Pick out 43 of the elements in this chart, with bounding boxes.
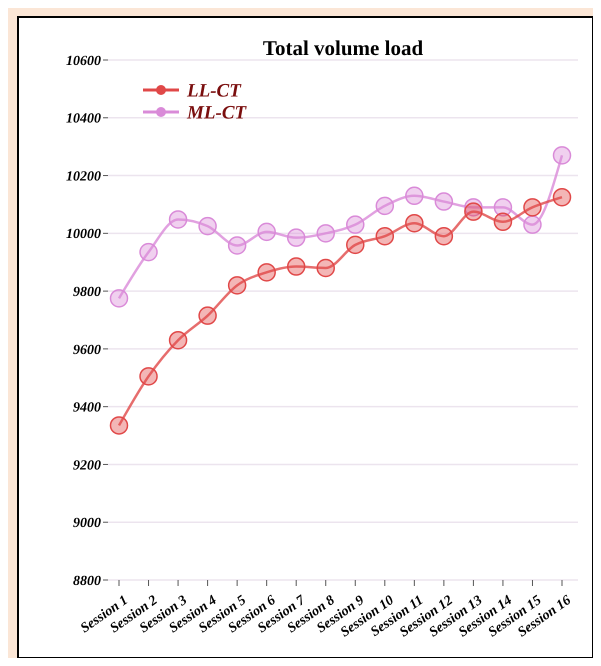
y-tick-label: 9400 — [73, 400, 101, 416]
point — [464, 202, 483, 221]
point — [316, 258, 335, 278]
point — [228, 276, 246, 295]
point — [257, 222, 276, 242]
chart-title: Total volume load — [262, 36, 424, 60]
point — [198, 216, 217, 236]
point — [168, 330, 188, 350]
y-tick-label: 9200 — [73, 458, 101, 474]
point — [552, 188, 572, 206]
point — [376, 226, 394, 246]
point — [198, 306, 217, 325]
point — [552, 146, 572, 165]
point — [523, 198, 542, 217]
point — [168, 210, 188, 229]
y-tick-label: 9800 — [73, 285, 101, 300]
point — [434, 226, 454, 246]
y-tick-label: 10600 — [66, 54, 101, 69]
legend-label: LL-CT — [186, 80, 242, 102]
point — [110, 289, 128, 308]
point — [110, 416, 128, 435]
y-tick-label: 9600 — [73, 342, 101, 358]
y-tick-label: 9000 — [73, 516, 101, 532]
point — [405, 186, 424, 206]
point — [228, 236, 246, 255]
point — [346, 215, 365, 234]
point — [139, 367, 158, 386]
point — [494, 212, 512, 232]
point — [405, 214, 424, 232]
y-tick-label: 10000 — [66, 227, 101, 242]
y-tick-label: 10400 — [66, 112, 101, 127]
point — [139, 242, 158, 262]
y-tick-label: 10200 — [66, 169, 101, 184]
point — [346, 236, 365, 254]
point — [523, 215, 542, 234]
point — [434, 192, 454, 211]
point — [376, 196, 394, 216]
y-tick-label: 8800 — [73, 574, 101, 589]
point — [286, 228, 306, 247]
legend-label: ML-CT — [186, 102, 248, 124]
point — [316, 224, 335, 243]
point — [257, 263, 276, 282]
point — [286, 257, 306, 276]
